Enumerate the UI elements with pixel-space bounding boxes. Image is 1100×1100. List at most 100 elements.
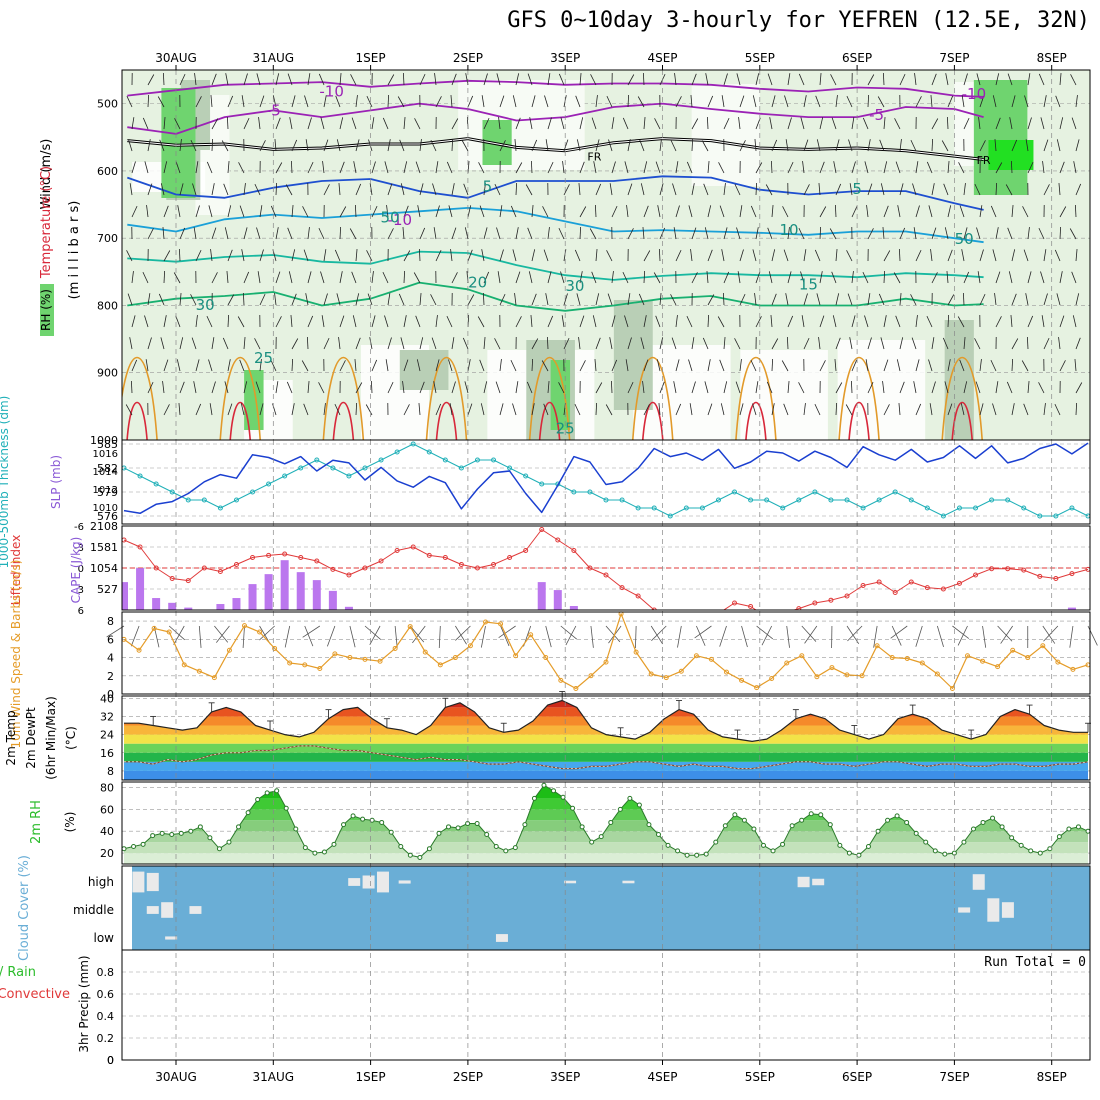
- wind-barb: [867, 74, 875, 86]
- rh-point: [531, 795, 537, 801]
- rh-point: [885, 817, 891, 823]
- lifted-index-point: [394, 548, 400, 553]
- wind-barb: [931, 183, 935, 196]
- rh-point: [770, 848, 776, 854]
- thickness-point: [539, 481, 545, 487]
- wind-barb: [787, 381, 790, 394]
- wind-barb: [275, 381, 279, 394]
- temperature-band: [124, 725, 1088, 735]
- wind-barb: [625, 359, 629, 372]
- wind-barb: [754, 139, 757, 152]
- wind-barb: [289, 117, 293, 130]
- thickness-point: [876, 497, 882, 503]
- wind-barb: [320, 117, 325, 130]
- wind-barb: [655, 161, 661, 174]
- lifted-index-point: [250, 555, 256, 560]
- wind-barb: [674, 73, 677, 86]
- rh-point: [512, 845, 518, 851]
- wind-barb: [448, 359, 453, 372]
- wind-barb: [307, 227, 310, 240]
- wind-barb: [127, 293, 133, 306]
- pressure-tick-label: 700: [97, 232, 118, 245]
- date-label-top: 6SEP: [842, 51, 872, 65]
- wind-speed-point: [844, 672, 850, 678]
- wind-barb: [286, 381, 293, 394]
- rh-point: [751, 826, 757, 832]
- wind-barb: [515, 316, 522, 328]
- wind-barb: [211, 227, 217, 240]
- wind-barb: [627, 139, 631, 152]
- wind-barb: [803, 249, 807, 262]
- precip-tick-label: 0: [107, 1054, 114, 1067]
- rh-point: [455, 825, 461, 831]
- wind-barb: [1042, 161, 1045, 174]
- wind-barb: [512, 95, 517, 108]
- wind-barb: [226, 116, 229, 130]
- wind-barb: [622, 271, 629, 284]
- date-label-top: 7SEP: [939, 51, 969, 65]
- wind-barb: [499, 140, 506, 152]
- wind-barb: [496, 73, 501, 86]
- wind-barb: [992, 95, 997, 108]
- wind-barb: [527, 227, 533, 240]
- wind-barb: [851, 359, 858, 372]
- lifted-index-point: [1053, 576, 1059, 581]
- wind-barb: [686, 161, 693, 174]
- temperature-tick-label: 40: [100, 692, 114, 705]
- wind-barb: [531, 338, 539, 350]
- date-label-top: 1SEP: [356, 51, 386, 65]
- wind-barb: [275, 162, 283, 174]
- wind-barb: [1055, 95, 1061, 108]
- wind-speed-point: [272, 645, 278, 651]
- slp-tick-label: 1010: [93, 503, 118, 514]
- rh-point: [321, 849, 327, 855]
- wind-barb: [829, 228, 837, 240]
- wind-barb: [515, 182, 518, 196]
- thickness-point: [298, 465, 304, 471]
- wind-barb: [499, 205, 503, 218]
- thickness-point: [764, 497, 770, 503]
- wind-barb: [1007, 73, 1013, 86]
- rh-point: [255, 796, 261, 802]
- cloud-cell: [958, 907, 971, 913]
- wind-barb: [1043, 95, 1047, 108]
- wind-barb: [243, 183, 246, 196]
- wind-barb: [287, 73, 293, 86]
- thickness-point: [924, 505, 930, 511]
- rh-point: [923, 839, 929, 845]
- wind-barb: [1010, 315, 1013, 328]
- wind-speed-point: [995, 664, 1001, 670]
- pressure-tick-label: 500: [97, 98, 118, 111]
- wind-barb: [1075, 293, 1080, 306]
- wind-barb: [1075, 139, 1080, 152]
- wind-barb: [525, 184, 533, 196]
- thickness-tick-label: 579: [97, 486, 118, 499]
- thickness-point: [491, 457, 497, 463]
- rh-point: [1009, 835, 1015, 841]
- wind-barb: [291, 205, 294, 218]
- wind-barb: [499, 293, 506, 306]
- wind-barb: [883, 359, 889, 372]
- thickness-point: [169, 489, 175, 495]
- wind-barb: [386, 205, 389, 218]
- wind-barb: [670, 139, 677, 152]
- wind-barb: [1038, 227, 1045, 240]
- wind-barb: [627, 337, 632, 350]
- wind-barb: [478, 162, 485, 174]
- wind-speed-point: [151, 625, 157, 631]
- wind-speed-point: [739, 677, 745, 683]
- lifted-index-tick-label: -6: [74, 522, 84, 533]
- lifted-index-point: [122, 537, 127, 543]
- lifted-index-point: [1021, 567, 1027, 573]
- wind-barb: [435, 359, 440, 372]
- wind-barb: [656, 359, 661, 372]
- wind-barb: [675, 403, 682, 416]
- wind-barb: [547, 73, 551, 86]
- wind-barb: [387, 139, 391, 152]
- wind-barb: [1071, 117, 1077, 130]
- rh-tick-label: 80: [100, 781, 114, 794]
- wind-barb: [722, 292, 725, 306]
- wind-barb: [611, 205, 618, 218]
- temperature-contour-surface: [425, 356, 468, 440]
- wind-barb: [979, 403, 984, 416]
